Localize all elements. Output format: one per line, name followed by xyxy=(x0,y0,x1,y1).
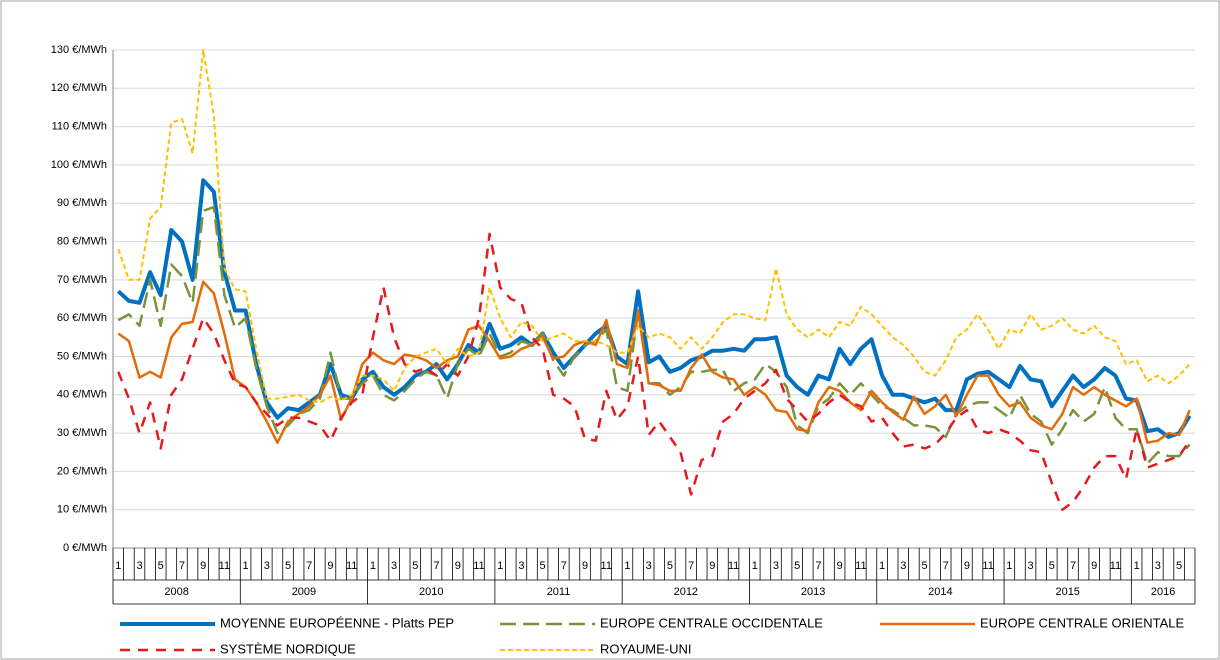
y-tick-label: 130 €/MWh xyxy=(51,44,107,56)
year-label: 2015 xyxy=(1055,586,1079,598)
x-tick-label: 3 xyxy=(391,560,397,572)
x-tick-label: 9 xyxy=(582,560,588,572)
x-tick-label: 11 xyxy=(1110,560,1121,572)
x-tick-label: 9 xyxy=(1091,560,1097,572)
x-tick-label: 3 xyxy=(1028,560,1034,572)
y-tick-label: 120 €/MWh xyxy=(51,82,107,94)
x-tick-label: 5 xyxy=(158,560,164,572)
year-label: 2011 xyxy=(547,586,571,598)
x-tick-label: 7 xyxy=(1070,560,1076,572)
year-label: 2014 xyxy=(928,586,952,598)
x-tick-label: 7 xyxy=(179,560,185,572)
x-tick-label: 5 xyxy=(285,560,291,572)
x-tick-label: 1 xyxy=(879,560,885,572)
x-tick-label: 7 xyxy=(815,560,821,572)
x-tick-label: 11 xyxy=(855,560,866,572)
year-label: 2013 xyxy=(801,586,825,598)
x-tick-label: 1 xyxy=(1006,560,1012,572)
x-tick-label: 5 xyxy=(667,560,673,572)
x-tick-label: 7 xyxy=(688,560,694,572)
legend-label: EUROPE CENTRALE ORIENTALE xyxy=(980,615,1185,630)
x-tick-label: 11 xyxy=(219,560,230,572)
x-tick-label: 1 xyxy=(752,560,758,572)
x-tick-label: 3 xyxy=(518,560,524,572)
y-tick-label: 30 €/MWh xyxy=(57,427,107,439)
x-tick-label: 1 xyxy=(115,560,121,572)
y-tick-label: 0 €/MWh xyxy=(63,542,107,554)
x-tick-label: 3 xyxy=(646,560,652,572)
legend-label: EUROPE CENTRALE OCCIDENTALE xyxy=(600,615,823,630)
x-tick-label: 11 xyxy=(728,560,739,572)
x-tick-label: 1 xyxy=(497,560,503,572)
x-tick-label: 3 xyxy=(900,560,906,572)
x-tick-label: 9 xyxy=(964,560,970,572)
x-tick-label: 5 xyxy=(794,560,800,572)
x-tick-label: 5 xyxy=(540,560,546,572)
x-tick-label: 1 xyxy=(370,560,376,572)
x-tick-label: 3 xyxy=(773,560,779,572)
x-tick-label: 9 xyxy=(200,560,206,572)
x-tick-label: 5 xyxy=(1176,560,1182,572)
y-tick-label: 50 €/MWh xyxy=(57,350,107,362)
y-tick-label: 10 €/MWh xyxy=(57,504,107,516)
y-tick-label: 110 €/MWh xyxy=(52,121,107,133)
x-tick-label: 9 xyxy=(837,560,843,572)
x-tick-label: 7 xyxy=(306,560,312,572)
year-label: 2016 xyxy=(1151,586,1175,598)
x-tick-label: 5 xyxy=(921,560,927,572)
x-tick-label: 11 xyxy=(473,560,484,572)
y-tick-label: 100 €/MWh xyxy=(51,159,107,171)
year-label: 2008 xyxy=(164,586,188,598)
legend-label: ROYAUME-UNI xyxy=(600,641,691,656)
x-tick-label: 7 xyxy=(561,560,567,572)
y-tick-label: 40 €/MWh xyxy=(57,389,107,401)
x-tick-label: 11 xyxy=(346,560,357,572)
x-tick-label: 1 xyxy=(624,560,630,572)
x-tick-label: 9 xyxy=(327,560,333,572)
y-tick-label: 90 €/MWh xyxy=(57,197,107,209)
x-tick-label: 5 xyxy=(1049,560,1055,572)
x-tick-label: 5 xyxy=(412,560,418,572)
x-tick-label: 11 xyxy=(601,560,612,572)
x-tick-label: 7 xyxy=(433,560,439,572)
y-tick-label: 60 €/MWh xyxy=(57,312,107,324)
x-tick-label: 7 xyxy=(943,560,949,572)
x-tick-label: 9 xyxy=(455,560,461,572)
y-tick-label: 20 €/MWh xyxy=(57,465,107,477)
x-tick-label: 3 xyxy=(1155,560,1161,572)
y-tick-label: 70 €/MWh xyxy=(57,274,107,286)
y-tick-label: 80 €/MWh xyxy=(57,235,107,247)
x-tick-label: 3 xyxy=(264,560,270,572)
legend-label: SYSTÈME NORDIQUE xyxy=(220,641,356,656)
legend-label: MOYENNE EUROPÉENNE - Platts PEP xyxy=(220,615,454,630)
series-line xyxy=(116,178,1192,439)
x-tick-label: 1 xyxy=(243,560,249,572)
x-tick-label: 11 xyxy=(982,560,993,572)
year-label: 2012 xyxy=(674,586,698,598)
x-tick-label: 3 xyxy=(136,560,142,572)
x-tick-label: 9 xyxy=(709,560,715,572)
series-line xyxy=(117,49,1191,404)
x-tick-label: 1 xyxy=(1134,560,1140,572)
series-line xyxy=(117,232,1191,511)
series-line xyxy=(117,280,1191,444)
year-label: 2010 xyxy=(419,586,443,598)
year-label: 2009 xyxy=(292,586,316,598)
